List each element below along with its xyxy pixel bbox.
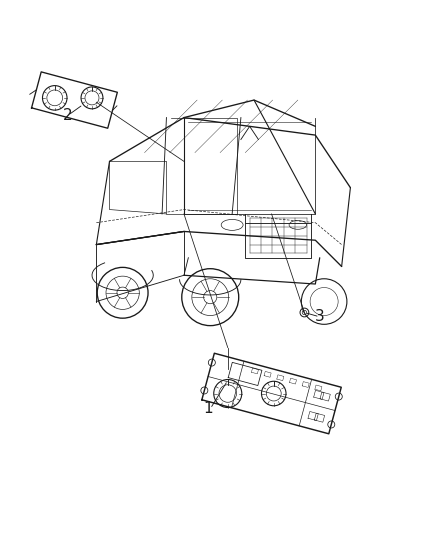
Text: 1: 1 bbox=[203, 401, 213, 416]
Text: 2: 2 bbox=[63, 108, 73, 123]
Text: 3: 3 bbox=[315, 309, 325, 325]
